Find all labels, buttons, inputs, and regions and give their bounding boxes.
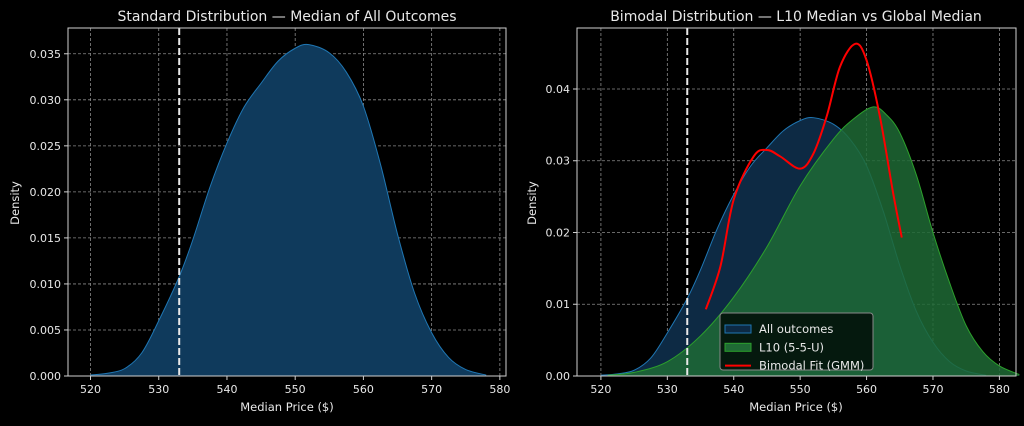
legend-swatch-l10-5-5-u (724, 342, 752, 352)
left-chart-ylabel: Density (8, 181, 22, 225)
left-ytick-label: 0.035 (30, 48, 62, 61)
left-chart-panel: Standard Distribution — Median of All Ou… (8, 9, 510, 414)
legend-label-all-outcomes: All outcomes (759, 322, 833, 336)
right-chart-ylabel: Density (525, 181, 539, 225)
right-ytick-label: 0.01 (546, 298, 571, 311)
left-xtick-label: 560 (353, 383, 374, 396)
right-xtick-label: 570 (922, 383, 943, 396)
right-ytick-label: 0.00 (546, 370, 571, 383)
legend-box (719, 312, 874, 371)
right-ytick-label: 0.03 (546, 155, 571, 168)
right-series-l10-5-5-u-outline (607, 106, 1020, 376)
left-xtick-label: 570 (421, 383, 442, 396)
legend-swatch-all-outcomes (724, 324, 752, 334)
left-ytick-label: 0.000 (30, 370, 62, 383)
right-ytick-label: 0.04 (546, 83, 571, 96)
left-ytick-label: 0.030 (30, 94, 62, 107)
right-series-l10-5-5-u-area (607, 106, 1020, 377)
right-xtick-label: 560 (856, 383, 877, 396)
left-ytick-label: 0.005 (30, 324, 62, 337)
left-ytick-label: 0.025 (30, 140, 62, 153)
right-xtick-label: 530 (657, 383, 678, 396)
left-ytick-label: 0.015 (30, 232, 62, 245)
legend-label-l10-5-5-u: L10 (5-5-U) (759, 340, 824, 354)
right-chart-panel: Bimodal Distribution — L10 Median vs Glo… (525, 9, 1020, 414)
left-ytick-label: 0.010 (30, 278, 62, 291)
right-xtick-label: 520 (590, 383, 611, 396)
left-xtick-label: 530 (148, 383, 169, 396)
right-chart-xlabel: Median Price ($) (749, 400, 842, 414)
left-xtick-label: 550 (285, 383, 306, 396)
right-chart-title: Bimodal Distribution — L10 Median vs Glo… (610, 9, 982, 25)
left-xtick-label: 580 (489, 383, 510, 396)
left-xtick-label: 520 (80, 383, 101, 396)
left-ytick-label: 0.020 (30, 186, 62, 199)
left-axes-frame (67, 27, 507, 377)
right-series-bimodal-fit-gmm-line (704, 42, 903, 310)
right-xtick-label: 580 (989, 383, 1010, 396)
legend-label-bimodal-fit-gmm: Bimodal Fit (GMM) (759, 359, 864, 373)
right-ytick-label: 0.02 (546, 226, 571, 239)
left-chart-xlabel: Median Price ($) (240, 400, 333, 414)
left-series-density-area (90, 44, 487, 377)
left-chart-title: Standard Distribution — Median of All Ou… (117, 9, 456, 25)
right-axes-frame (576, 27, 1017, 377)
left-xtick-label: 540 (216, 383, 237, 396)
left-series-density-outline (90, 43, 487, 376)
right-xtick-label: 540 (723, 383, 744, 396)
right-xtick-label: 550 (790, 383, 811, 396)
legend: All outcomes L10 (5-5-U) Bimodal Fit (GMM) (719, 312, 874, 373)
